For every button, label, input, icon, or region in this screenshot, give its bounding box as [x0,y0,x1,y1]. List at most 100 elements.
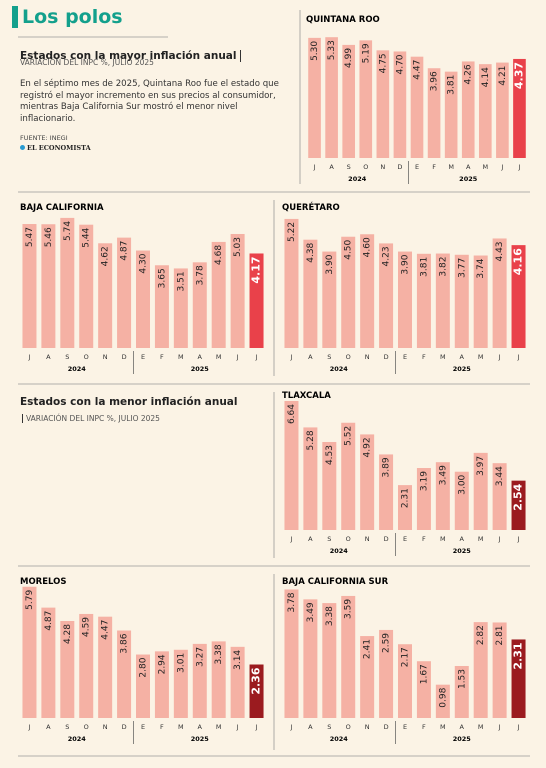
chart-title: QUERÉTARO [282,201,340,213]
year-label: 2024 [348,175,367,183]
value-label: 5.52 [344,426,354,446]
bar [492,622,507,718]
bar [322,251,337,348]
x-tick-label: J [517,723,520,731]
value-label: 2.41 [363,639,373,659]
value-label: 4.16 [512,248,525,275]
bar [435,684,450,718]
x-tick-label: M [483,163,489,171]
bar [284,400,299,530]
value-label: 2.36 [250,667,263,694]
bar [511,480,526,530]
year-label: 2025 [459,175,478,183]
bar [303,239,318,348]
value-label: 1.53 [457,669,467,689]
bar [211,241,226,348]
x-tick-label: J [517,353,520,361]
year-label: 2024 [330,735,349,743]
x-tick-label: S [327,535,331,543]
bar [360,434,375,530]
bar [397,251,413,348]
value-label: 2.54 [512,483,525,510]
x-tick-label: O [346,353,351,361]
value-label: 3.19 [419,471,429,491]
x-tick-label: J [290,535,293,543]
x-tick-label: D [384,535,389,543]
x-tick-label: M [440,353,446,361]
value-label: 4.53 [325,445,335,465]
x-tick-label: D [384,723,389,731]
value-label: 3.38 [214,644,224,664]
bar [303,427,318,530]
value-label: 4.60 [363,237,373,257]
x-tick-label: M [448,163,454,171]
x-tick-label: A [46,723,51,731]
bar [454,471,469,530]
x-tick-label: J [518,163,521,171]
bar [397,644,413,718]
x-tick-label: E [415,163,419,171]
value-label: 4.47 [413,60,423,80]
x-tick-label: A [308,353,313,361]
bar [379,454,394,530]
value-label: 4.75 [378,53,388,73]
bar [444,71,458,158]
bar [492,463,507,530]
value-label: 3.65 [157,268,167,288]
bar [135,654,151,718]
bar [473,452,488,530]
x-tick-label: E [403,723,407,731]
bar [60,620,75,718]
bar [511,245,526,348]
chart-title: QUINTANA ROO [306,15,380,25]
x-tick-label: D [122,723,127,731]
value-label: 2.94 [157,654,167,674]
x-tick-label: M [216,353,222,361]
section-subtitle: VARIACIÓN DEL INPC %, JULIO 2025 [22,414,160,423]
chart-title: BAJA CALIFORNIA SUR [282,577,389,587]
x-tick-label: S [327,723,331,731]
value-label: 4.50 [344,239,354,259]
x-tick-label: M [178,723,184,731]
value-label: 3.90 [401,254,411,274]
value-label: 3.97 [476,456,486,476]
x-tick-label: S [65,723,69,731]
x-tick-label: A [460,353,465,361]
value-label: 4.87 [120,241,130,261]
x-tick-label: J [500,163,503,171]
bar [173,268,188,348]
year-label: 2024 [330,547,349,555]
bar [117,630,132,718]
bar [435,462,450,530]
bar [341,236,356,348]
x-tick-label: N [380,163,385,171]
bar [397,485,413,530]
value-label: 2.59 [382,633,392,653]
x-tick-label: A [198,723,203,731]
page-title: Los polos [12,6,123,28]
x-tick-label: A [466,163,471,171]
x-tick-label: A [329,163,334,171]
bar [492,238,507,348]
x-tick-label: O [346,723,351,731]
bar [249,253,264,348]
value-label: 5.28 [306,430,316,450]
bar [410,56,424,158]
x-tick-label: J [290,723,293,731]
x-tick-label: E [141,353,145,361]
value-label: 3.86 [120,633,130,653]
bar [360,234,375,348]
x-tick-label: A [198,353,203,361]
x-tick-label: F [160,353,164,361]
value-label: 3.82 [438,257,448,277]
year-label: 2024 [68,365,87,373]
value-label: 4.59 [82,617,92,637]
value-label: 4.92 [363,437,373,457]
x-tick-label: D [397,163,402,171]
bar [416,253,431,348]
value-label: 3.90 [325,254,335,274]
bar [511,639,526,718]
value-label: 2.31 [512,642,525,669]
x-tick-label: N [365,723,370,731]
